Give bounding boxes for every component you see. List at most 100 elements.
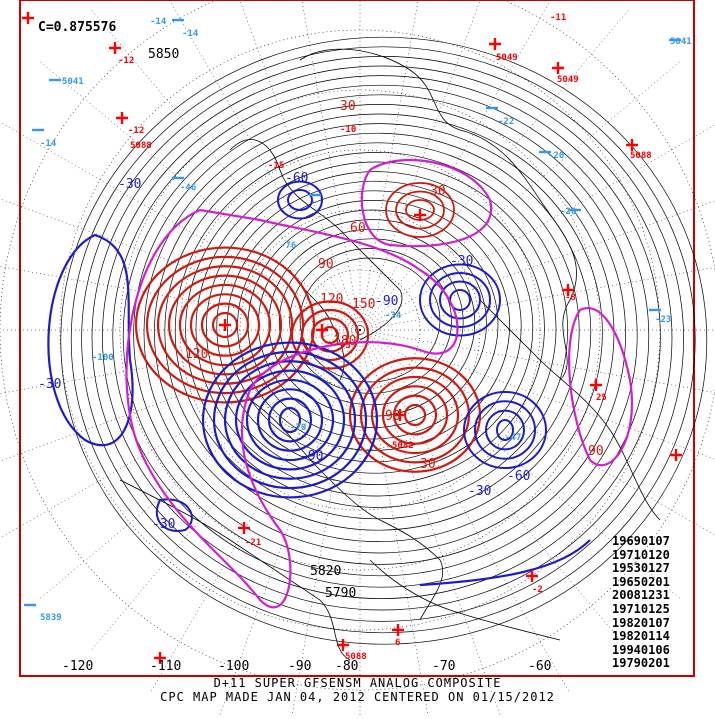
low-center-value: -34 [385,311,402,321]
height-contour [81,56,684,622]
negative-anomaly-label: -90 [300,449,323,464]
high-center-marker [238,522,250,534]
anomaly-contour [212,350,368,490]
anomaly-contour [419,263,501,337]
high-center-value: 5049 [496,53,518,63]
longitude-labels: -120 -110 -100 -90 -80 -70 -60 [62,659,551,674]
height-contour [91,65,673,611]
positive-anomaly-label: 120 [320,292,343,307]
high-center-marker [670,449,682,461]
high-center-value: 5049 [557,75,579,85]
high-center-value: -2 [532,585,543,595]
high-center-value: -10 [340,125,356,135]
height-contour [164,132,592,531]
low-center-value: -22 [498,117,514,127]
high-center-marker [489,38,501,50]
longitude-label: -110 [150,659,181,674]
low-center-value: -100 [92,353,114,363]
analog-date: 19530127 [612,561,670,576]
height-contour [278,238,464,406]
analog-date: 19710125 [612,601,670,616]
anomaly-contour [145,255,305,395]
analog-date: 20081231 [612,588,670,603]
high-center-value: 5088 [345,652,367,662]
high-center-value: 25 [596,393,607,403]
height-contour-label: 5850 [148,47,179,62]
anomaly-contour [211,311,239,339]
low-center-value: -23 [655,315,671,325]
positive-anomaly-label: 30 [420,457,436,472]
anomaly-contour [287,189,313,211]
analog-date: 19710120 [612,547,670,562]
high-center-value: 5082 [392,441,414,451]
low-center-value: 5839 [40,613,62,623]
coastline [299,48,577,381]
negative-anomaly-label: -30 [38,377,61,392]
anomaly-contour [234,369,346,471]
analog-date: 19690107 [612,534,670,548]
longitude-label: -70 [432,659,455,674]
high-center-value: -12 [118,56,134,66]
anomaly-contour [278,406,302,434]
anomaly-contour [155,498,193,532]
high-center-marker [116,112,128,124]
positive-anomaly-label: 60 [350,221,366,236]
height-contours [60,36,708,645]
high-center-marker [219,319,231,331]
height-contour [70,46,696,634]
high-center-value: -21 [245,538,261,548]
height-contour [112,84,650,588]
analog-dates-list: 19690107 19710120 19530127 19650201 20081231… [612,534,670,671]
low-center-value: -47 [505,433,521,443]
anomaly-contour [256,388,324,452]
anomaly-contour [200,302,250,348]
height-contour [133,104,626,565]
anomaly-contour [395,190,445,230]
anomaly-contour [178,283,272,367]
analog-date: 19790201 [612,656,670,671]
center-markers [22,12,682,664]
negative-anomaly-label: -30 [152,517,175,532]
low-center-value: 5041 [62,77,84,87]
anomaly-contour [439,280,481,320]
height-contour [206,171,545,485]
low-center-value: -26 [560,207,576,217]
high-center-marker [154,652,166,664]
analog-date: 19940106 [612,642,670,657]
anomaly-contour [381,385,449,445]
negative-anomaly-label: -30 [450,254,473,269]
height-contour [195,161,557,497]
low-center-value: -46 [180,183,196,193]
high-center-value: -12 [128,126,144,136]
positive-anomaly-label: 180 [333,334,356,349]
analog-date: 19820114 [612,629,670,644]
height-contour [122,94,638,577]
longitude-label: -60 [528,659,551,674]
positive-anomaly-label: 90 [318,257,334,272]
high-center-value: -15 [268,161,284,171]
low-center-value: -14 [150,17,167,27]
longitude-label: -120 [62,659,93,674]
anomaly-contour [201,341,379,499]
coastline [229,139,403,341]
anomaly-contour [485,409,525,451]
anomaly-contour [134,246,316,404]
high-center-marker [626,139,638,151]
anomaly-contour [223,360,357,480]
anomaly-contour [419,539,591,587]
anomaly-contour [474,400,536,460]
anomaly-contour [385,182,455,238]
low-center-value: -70 [290,423,306,433]
contour-labels: 30 30 60 90 120 150 180 90 30 90 120 -30 -30 -30 -60 -3… [38,13,692,662]
anomaly-contour [267,397,313,443]
longitude-label: -80 [335,659,358,674]
negative-anomaly-label: -60 [285,171,308,186]
negative-anomaly-label: -30 [468,484,491,499]
negative-anomaly-label: -90 [375,294,398,309]
anomaly-contour [359,366,471,464]
analog-date: 19650201 [612,574,670,589]
coastline [249,399,444,621]
positive-anomaly-label: 90 [385,409,401,424]
